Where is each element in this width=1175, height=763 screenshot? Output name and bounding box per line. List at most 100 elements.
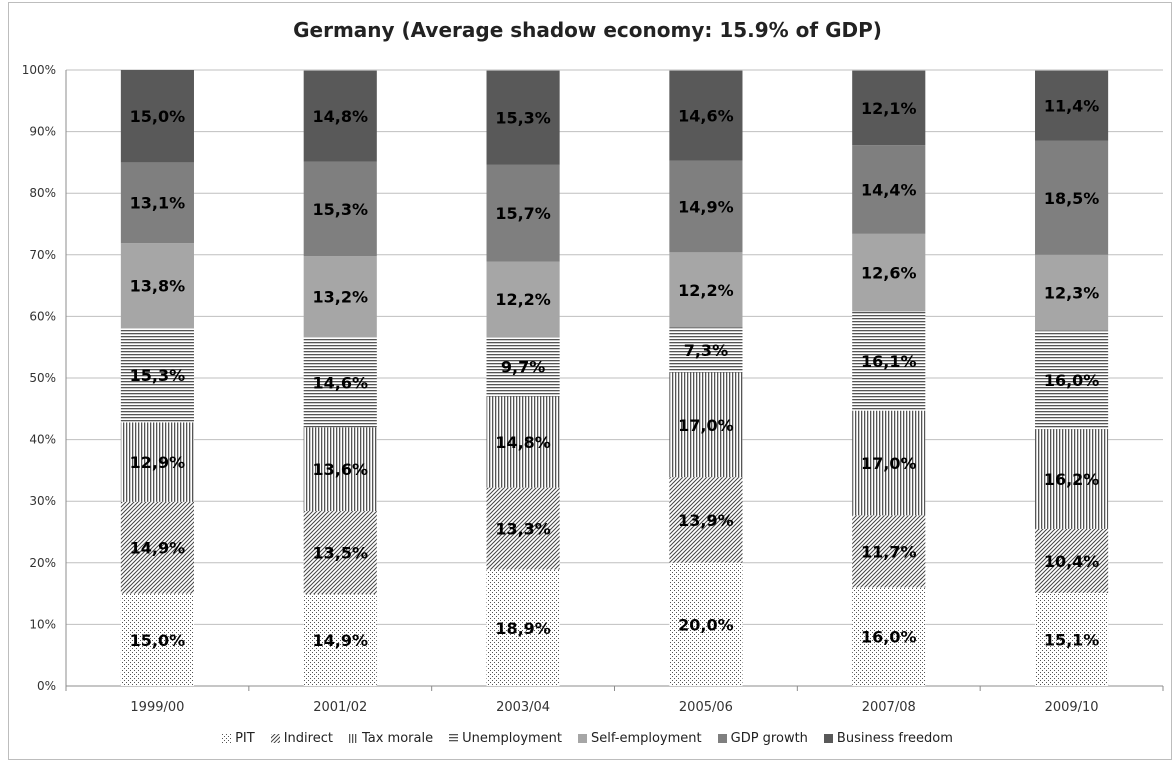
data-label: 13,1% — [130, 194, 186, 213]
data-label: 12,1% — [861, 99, 917, 118]
data-label: 20,0% — [678, 615, 734, 634]
bar-segment — [669, 327, 743, 373]
y-tick-label: 40% — [29, 433, 56, 447]
bar-segment — [120, 501, 194, 594]
y-tick-label: 10% — [29, 617, 56, 631]
data-label: 11,7% — [861, 542, 917, 561]
legend-label: Business freedom — [836, 731, 953, 746]
legend-label: PIT — [235, 731, 255, 746]
bar-segment — [669, 372, 743, 478]
legend-item: Self-employment — [578, 731, 702, 746]
data-label: 15,3% — [130, 366, 186, 385]
data-label: 14,9% — [312, 631, 368, 650]
data-label: 17,0% — [861, 454, 917, 473]
data-label: 14,6% — [312, 373, 368, 392]
bar-segment — [120, 162, 194, 244]
data-label: 16,1% — [861, 352, 917, 371]
bar-segment — [303, 256, 377, 338]
bar-segment — [852, 70, 926, 146]
data-label: 15,3% — [495, 109, 551, 128]
axes: 0% 10% 20% 30% 40% 50% 60% 70% 80% 90% 100% 1999/00… — [22, 63, 1164, 715]
x-tick-label: 2001/02 — [313, 700, 367, 715]
data-label: 15,0% — [130, 631, 186, 650]
data-label: 10,4% — [1044, 552, 1100, 571]
legend-swatch — [578, 734, 588, 743]
bar-segment — [852, 587, 926, 686]
data-label: 11,4% — [1044, 97, 1100, 116]
legend-item: Unemployment — [449, 731, 562, 746]
bar-segment — [852, 311, 926, 411]
data-label: 16,0% — [861, 628, 917, 647]
bar-segment — [486, 487, 560, 570]
bar-segment — [1035, 592, 1109, 686]
y-tick-label: 20% — [29, 556, 56, 570]
bar-segment — [486, 261, 560, 337]
bar-segment — [1035, 429, 1109, 529]
bars — [120, 70, 1109, 686]
bar-segment — [669, 160, 743, 253]
legend-item: Indirect — [270, 731, 333, 746]
bar-segment — [669, 562, 743, 686]
data-label: 18,9% — [495, 619, 551, 638]
x-tick-label: 2007/08 — [862, 700, 916, 715]
y-tick-label: 100% — [22, 63, 56, 77]
bar-segment — [1035, 140, 1109, 255]
bar-segment — [852, 233, 926, 312]
legend-label: GDP growth — [730, 731, 808, 746]
bar-segment — [120, 328, 194, 423]
data-label: 14,4% — [861, 181, 917, 200]
data-label: 14,9% — [130, 539, 186, 558]
data-label: 14,8% — [495, 433, 551, 452]
bar-segment — [852, 145, 926, 234]
bar-segment — [669, 477, 743, 563]
data-label: 13,6% — [312, 460, 368, 479]
legend-item: Tax morale — [348, 731, 434, 746]
x-tick-label: 2003/04 — [496, 700, 550, 715]
bar-segment — [486, 336, 560, 397]
bar-segment — [1035, 70, 1109, 141]
bar-segment — [303, 427, 377, 512]
data-labels: 15,0% 14,9% 12,9% 15,3% 13,8% 13,1% 15,0% 14,9%… — [130, 97, 1100, 650]
bar-segment — [120, 70, 194, 163]
y-tick-label: 90% — [29, 125, 56, 139]
y-tick-label: 70% — [29, 248, 56, 262]
legend-label: Tax morale — [361, 731, 434, 746]
bar-segment — [669, 252, 743, 328]
data-label: 13,9% — [678, 511, 734, 530]
bar-segment — [486, 569, 560, 686]
bar-segment — [1035, 528, 1109, 593]
data-label: 17,0% — [678, 416, 734, 435]
bar-segment — [303, 594, 377, 686]
data-label: 16,0% — [1044, 371, 1100, 390]
bar-segment — [852, 410, 926, 516]
data-label: 13,5% — [312, 544, 368, 563]
bar-segment — [120, 243, 194, 329]
data-label: 16,2% — [1044, 470, 1100, 489]
data-label: 15,1% — [1044, 630, 1100, 649]
bar-segment — [486, 396, 560, 488]
legend-label: Indirect — [283, 731, 333, 746]
bar-segment — [486, 70, 560, 165]
legend-item: Business freedom — [823, 731, 953, 746]
gridlines — [66, 69, 1163, 625]
legend-label: Unemployment — [462, 731, 563, 746]
data-label: 15,3% — [312, 200, 368, 219]
y-tick-label: 50% — [29, 371, 56, 385]
data-label: 12,2% — [495, 290, 551, 309]
data-label: 13,8% — [130, 277, 186, 296]
x-tick-label: 2009/10 — [1045, 700, 1099, 715]
x-tick-label: 1999/00 — [130, 700, 184, 715]
data-label: 14,6% — [678, 107, 734, 126]
bar-segment — [486, 164, 560, 262]
bar-segment — [120, 422, 194, 502]
bar-segment — [303, 161, 377, 257]
data-label: 14,9% — [678, 197, 734, 216]
bar-segment — [669, 70, 743, 161]
bar-segment — [303, 337, 377, 428]
data-label: 14,8% — [312, 107, 368, 126]
legend-item: PIT — [222, 731, 255, 746]
data-label: 12,6% — [861, 264, 917, 283]
legend-swatch — [823, 734, 833, 743]
data-label: 13,2% — [312, 288, 368, 307]
